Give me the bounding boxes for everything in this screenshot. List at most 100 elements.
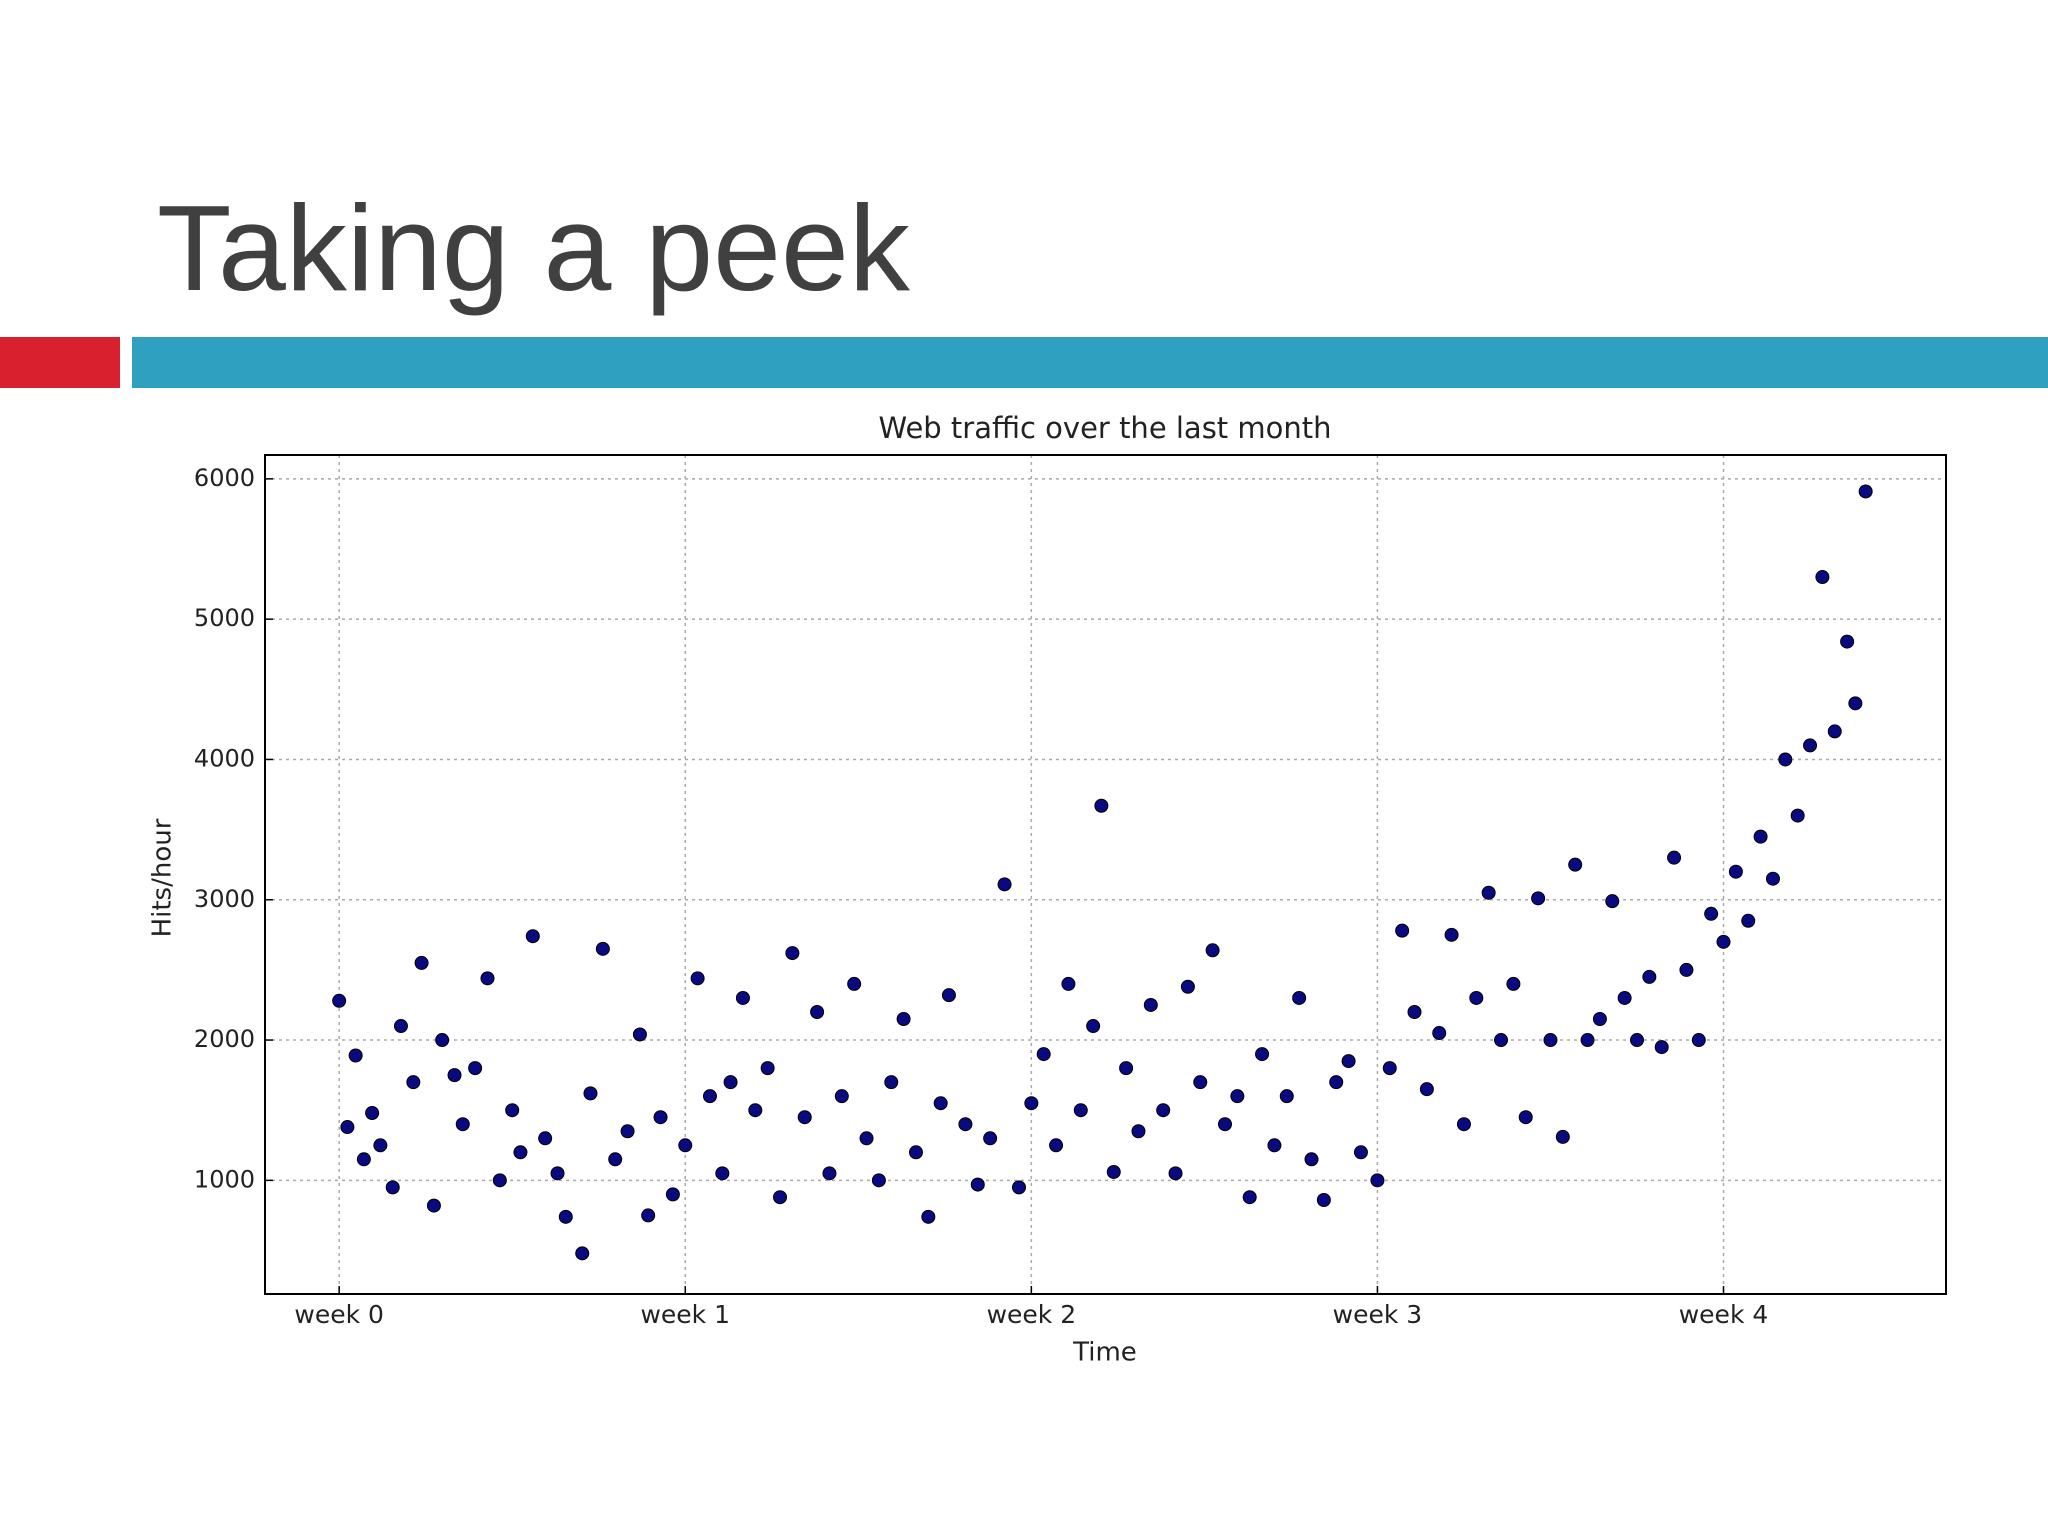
point <box>1741 913 1756 928</box>
point <box>632 1027 647 1042</box>
point <box>1605 894 1620 909</box>
point <box>748 1103 763 1118</box>
point <box>332 993 347 1008</box>
point <box>1382 1061 1397 1076</box>
x-tick-label: week 2 <box>987 1300 1077 1329</box>
point <box>1279 1089 1294 1104</box>
point <box>1119 1061 1134 1076</box>
point <box>595 941 610 956</box>
point <box>1205 943 1220 958</box>
point <box>1592 1012 1607 1027</box>
point <box>393 1019 408 1034</box>
point <box>958 1117 973 1132</box>
point <box>1073 1103 1088 1118</box>
point <box>715 1166 730 1181</box>
point <box>908 1145 923 1160</box>
x-tick-label: week 3 <box>1333 1300 1423 1329</box>
point <box>385 1180 400 1195</box>
point <box>884 1075 899 1090</box>
point <box>1255 1047 1270 1062</box>
point <box>1316 1192 1331 1207</box>
point <box>1086 1019 1101 1034</box>
point <box>1370 1173 1385 1188</box>
point <box>1304 1152 1319 1167</box>
y-axis-label: Hits/hour <box>148 818 178 937</box>
point <box>1267 1138 1282 1153</box>
point <box>1555 1129 1570 1144</box>
point <box>1011 1180 1026 1195</box>
point <box>1036 1047 1051 1062</box>
point <box>348 1048 363 1063</box>
point <box>1049 1138 1064 1153</box>
point <box>1180 979 1195 994</box>
y-tick-label: 6000 <box>194 464 255 492</box>
point <box>1061 976 1076 991</box>
point <box>1469 990 1484 1005</box>
y-tick-label: 5000 <box>194 604 255 632</box>
point <box>1679 962 1694 977</box>
header-bar <box>132 337 2048 388</box>
plot-frame <box>264 454 1947 1295</box>
point <box>1704 906 1719 921</box>
point <box>1629 1033 1644 1048</box>
point <box>1131 1124 1146 1139</box>
point <box>492 1173 507 1188</box>
point <box>970 1177 985 1192</box>
point <box>1456 1117 1471 1132</box>
point <box>1617 990 1632 1005</box>
point <box>1444 927 1459 942</box>
point <box>1432 1026 1447 1041</box>
point <box>1193 1075 1208 1090</box>
point <box>608 1152 623 1167</box>
point <box>702 1089 717 1104</box>
point <box>447 1068 462 1083</box>
point <box>921 1209 936 1224</box>
point <box>822 1166 837 1181</box>
point <box>810 1004 825 1019</box>
point <box>373 1138 388 1153</box>
point <box>797 1110 812 1125</box>
point <box>575 1246 590 1261</box>
point <box>340 1120 355 1135</box>
point <box>896 1012 911 1027</box>
point <box>983 1131 998 1146</box>
point <box>435 1033 450 1048</box>
point <box>1168 1166 1183 1181</box>
point <box>1506 976 1521 991</box>
point <box>1292 990 1307 1005</box>
point <box>1024 1096 1039 1111</box>
point <box>1329 1075 1344 1090</box>
point <box>1407 1004 1422 1019</box>
point <box>1667 850 1682 865</box>
point <box>1728 864 1743 879</box>
point <box>1341 1054 1356 1069</box>
point <box>834 1089 849 1104</box>
point <box>550 1166 565 1181</box>
point <box>1217 1117 1232 1132</box>
point <box>620 1124 635 1139</box>
point <box>1654 1040 1669 1055</box>
point <box>1518 1110 1533 1125</box>
point <box>760 1061 775 1076</box>
point <box>455 1117 470 1132</box>
x-tick-label: week 4 <box>1679 1300 1769 1329</box>
point <box>1753 829 1768 844</box>
point <box>1803 738 1818 753</box>
point <box>583 1086 598 1101</box>
y-tick-label: 1000 <box>194 1165 255 1193</box>
point <box>847 976 862 991</box>
x-tick-label: week 1 <box>640 1300 730 1329</box>
x-tick-label: week 0 <box>294 1300 384 1329</box>
point <box>1156 1103 1171 1118</box>
point <box>1230 1089 1245 1104</box>
point <box>871 1173 886 1188</box>
point <box>690 971 705 986</box>
point <box>406 1075 421 1090</box>
point <box>773 1190 788 1205</box>
point <box>1815 570 1830 585</box>
point <box>1395 923 1410 938</box>
point <box>641 1208 656 1223</box>
accent-bar <box>0 337 120 388</box>
